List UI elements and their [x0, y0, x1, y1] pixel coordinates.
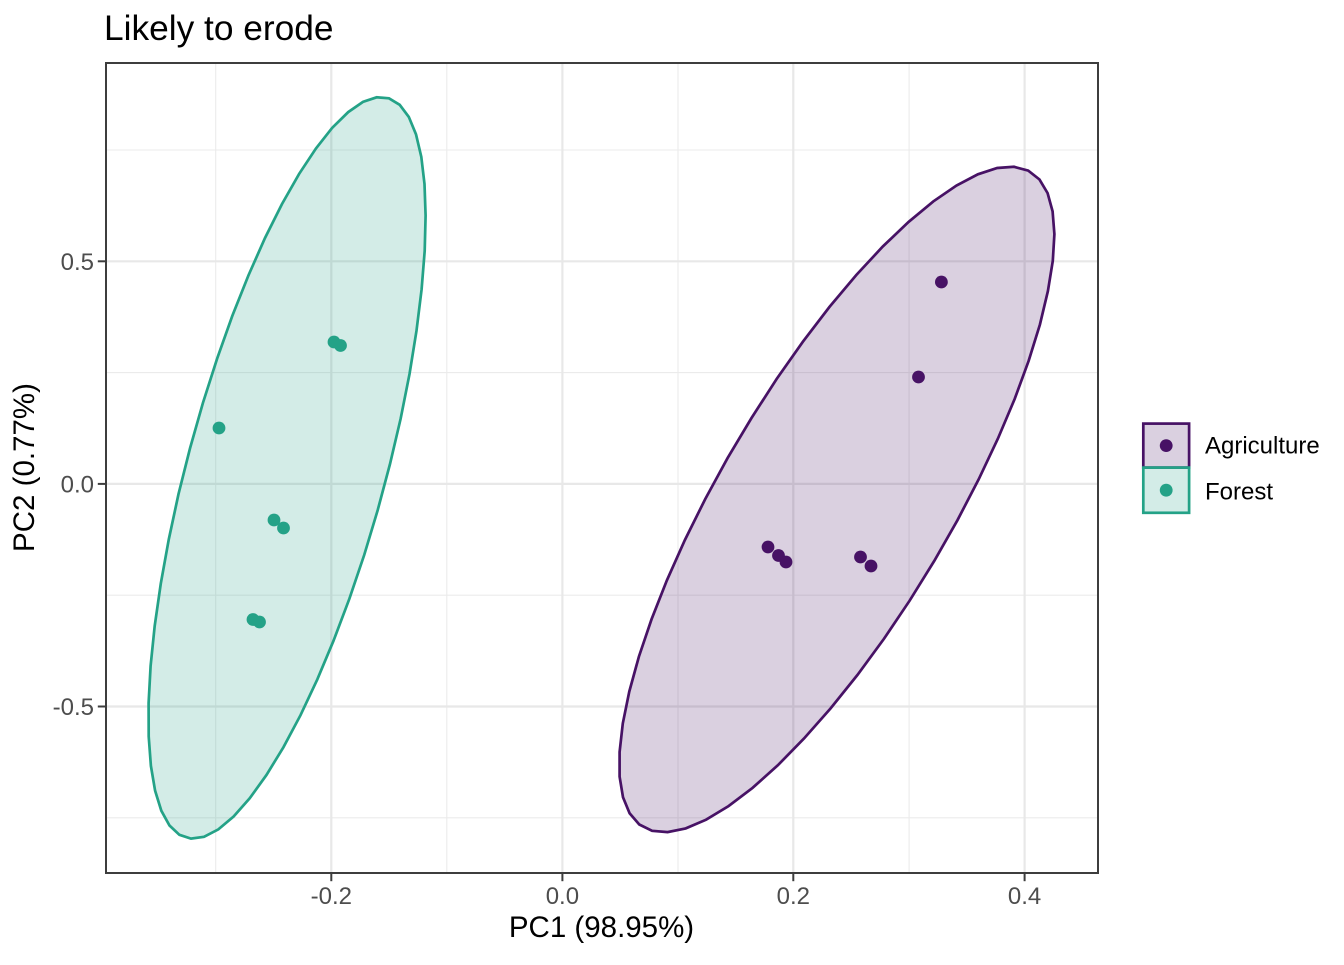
svg-text:PC1 (98.95%): PC1 (98.95%) [509, 911, 694, 944]
svg-text:Likely to erode: Likely to erode [104, 9, 334, 48]
svg-text:0.4: 0.4 [1008, 883, 1041, 910]
svg-text:0.2: 0.2 [777, 883, 810, 910]
svg-text:PC2 (0.77%): PC2 (0.77%) [8, 383, 41, 552]
svg-text:0.0: 0.0 [546, 883, 579, 910]
svg-text:Forest: Forest [1205, 479, 1273, 506]
svg-text:-0.5: -0.5 [53, 694, 94, 721]
svg-text:0.5: 0.5 [61, 249, 94, 276]
svg-text:Agriculture: Agriculture [1205, 433, 1320, 460]
svg-text:-0.2: -0.2 [311, 883, 352, 910]
svg-text:0.0: 0.0 [61, 472, 94, 499]
